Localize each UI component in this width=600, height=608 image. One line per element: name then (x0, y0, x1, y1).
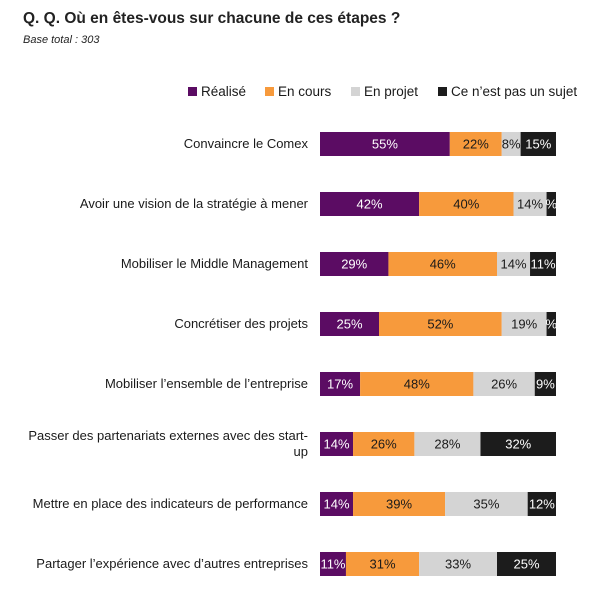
legend-label-en-projet: En projet (364, 84, 419, 99)
data-label: 12% (529, 497, 555, 512)
bar-segment (320, 132, 450, 156)
category-label: Concrétiser des projets (174, 316, 308, 331)
bar-segment (520, 132, 556, 156)
category-label: Passer des partenariats externes avec de… (28, 428, 308, 459)
category-label: Mobiliser l’ensemble de l’entreprise (104, 376, 308, 391)
data-label: 31% (370, 557, 396, 572)
legend-item-realise: Réalisé (188, 84, 246, 99)
bar-segment (546, 192, 556, 216)
data-label: 11% (530, 257, 555, 272)
data-label: 25% (513, 557, 539, 572)
data-label: 35% (473, 497, 499, 512)
legend-item-en-cours: En cours (265, 84, 331, 99)
data-label: 29% (341, 257, 367, 272)
data-label: 52% (427, 317, 453, 332)
bar-segment (480, 432, 556, 456)
bar-segment (320, 252, 389, 276)
bar-segment (513, 192, 547, 216)
category-label: Mettre en place des indicateurs de perfo… (32, 496, 308, 511)
data-label: 14% (324, 437, 350, 452)
bar-segment (345, 552, 420, 576)
data-label: 17% (327, 377, 353, 392)
data-label: 33% (445, 557, 471, 572)
category-label: Convaincre le Comex (183, 136, 308, 151)
bar-segment (379, 312, 502, 336)
category-label: Partager l’expérience avec d’autres entr… (36, 556, 308, 571)
bar-segment (473, 372, 535, 396)
bar-segment (320, 492, 354, 516)
data-label: 15% (525, 137, 551, 152)
data-label: 48% (404, 377, 430, 392)
bar-segment (534, 372, 556, 396)
data-label: 8% (502, 137, 521, 152)
category-label: Avoir une vision de la stratégie à mener (79, 196, 308, 211)
legend-swatch-en-cours (265, 87, 274, 96)
legend-item-en-projet: En projet (351, 84, 418, 99)
data-label: 25% (336, 317, 362, 332)
bar-segment (501, 132, 521, 156)
legend-label-realise: Réalisé (201, 84, 247, 99)
bar-segment (320, 192, 420, 216)
chart-title: Q. Q. Où en êtes-vous sur chacune de ces… (23, 10, 401, 27)
bar-segment (527, 492, 556, 516)
category-label: Mobiliser le Middle Management (120, 256, 308, 271)
data-label: 32% (505, 437, 531, 452)
legend-swatch-realise (188, 87, 197, 96)
data-label: 19% (511, 317, 537, 332)
data-label: 14% (517, 197, 543, 212)
bar-segment (320, 312, 379, 336)
data-label: 28% (434, 437, 460, 452)
bar-segment (445, 492, 528, 516)
bar-segment (419, 192, 514, 216)
bar-segment (320, 432, 354, 456)
data-label: % (545, 197, 557, 212)
legend-item-pas-un-sujet: Ce n’est pas un sujet (438, 84, 577, 99)
legend-label-en-cours: En cours (278, 84, 332, 99)
bar-segment (353, 492, 446, 516)
data-label: 39% (386, 497, 412, 512)
data-label: 26% (371, 437, 397, 452)
bar-segment (360, 372, 474, 396)
data-label: 46% (430, 257, 456, 272)
data-label: 11% (320, 557, 345, 572)
bar-segment (546, 312, 556, 336)
data-label: 14% (501, 257, 527, 272)
data-label: 9% (536, 377, 555, 392)
bar-segment (414, 432, 481, 456)
legend-label-pas-un-sujet: Ce n’est pas un sujet (451, 84, 578, 99)
bar-segment (497, 252, 531, 276)
data-label: 40% (453, 197, 479, 212)
legend-swatch-en-projet (351, 87, 360, 96)
chart-subtitle: Base total : 303 (23, 34, 100, 46)
data-label: % (545, 317, 557, 332)
data-label: 26% (491, 377, 517, 392)
bar-segment (388, 252, 497, 276)
bar-segment (320, 372, 361, 396)
bar-segment (353, 432, 415, 456)
data-label: 42% (357, 197, 383, 212)
bar-segment (449, 132, 502, 156)
data-label: 55% (372, 137, 398, 152)
bar-segment (501, 312, 547, 336)
bar-segment (320, 552, 346, 576)
legend-swatch-pas-un-sujet (438, 87, 447, 96)
bar-segment (530, 252, 556, 276)
legend: Réalisé En cours En projet Ce n’est pas … (0, 84, 600, 102)
bar-segment (497, 552, 556, 576)
data-label: 14% (324, 497, 350, 512)
bar-segment (419, 552, 497, 576)
data-label: 22% (463, 137, 489, 152)
